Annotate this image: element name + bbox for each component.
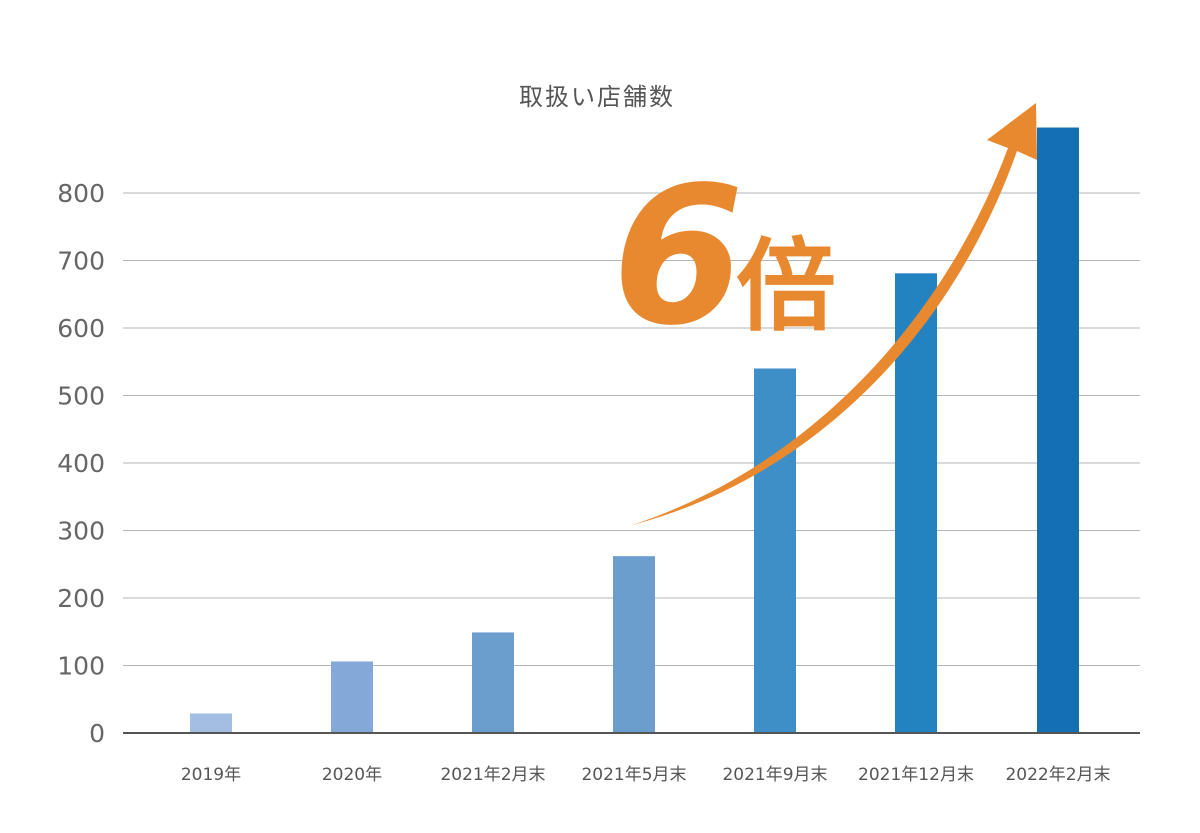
- gridlines: [123, 192, 1140, 666]
- bar: [472, 632, 514, 733]
- y-tick-label: 0: [89, 719, 105, 748]
- y-tick-label: 700: [57, 247, 105, 276]
- bar: [613, 556, 655, 733]
- x-axis-ticks: 2019年 2020年 2021年2月末 2021年5月末 2021年9月末 2021年1…: [181, 765, 1111, 785]
- y-tick-label: 500: [57, 382, 105, 411]
- bar: [1037, 127, 1079, 733]
- bar: [331, 661, 373, 733]
- x-tick-label: 2021年12月末: [858, 765, 974, 785]
- y-tick-label: 100: [57, 652, 105, 681]
- x-tick-label: 2021年9月末: [722, 765, 827, 785]
- y-tick-label: 200: [57, 584, 105, 613]
- y-tick-label: 400: [57, 449, 105, 478]
- bar: [754, 368, 796, 733]
- x-tick-label: 2020年: [322, 765, 382, 785]
- x-tick-label: 2021年5月末: [581, 765, 686, 785]
- x-tick-label: 2021年2月末: [440, 765, 545, 785]
- annotation-number: 6: [612, 146, 744, 367]
- y-tick-label: 600: [57, 314, 105, 343]
- bar: [190, 713, 232, 733]
- annotation-multiplier: 倍: [736, 228, 836, 345]
- y-tick-label: 800: [57, 179, 105, 208]
- x-tick-label: 2019年: [181, 765, 241, 785]
- growth-annotation: 6 倍: [612, 103, 1037, 525]
- y-tick-label: 300: [57, 517, 105, 546]
- y-axis-ticks: 0 100 200 300 400 500 600 700 800: [57, 179, 105, 748]
- chart-title: 取扱い店舗数: [519, 83, 675, 111]
- x-tick-label: 2022年2月末: [1005, 765, 1110, 785]
